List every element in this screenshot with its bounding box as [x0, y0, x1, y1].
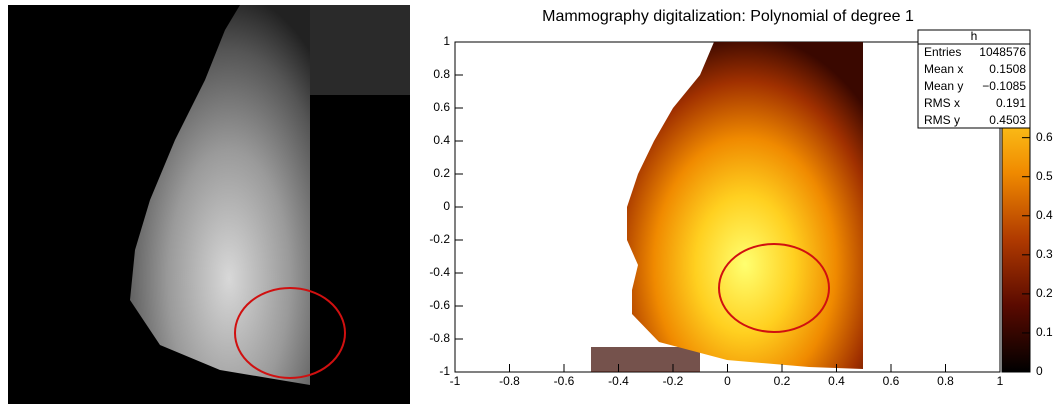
stats-label: Mean y [924, 79, 963, 93]
y-tick-label: -1 [439, 364, 450, 378]
z-tick-label: 0.5 [1036, 169, 1053, 183]
x-tick-label: 1 [997, 374, 1004, 388]
y-tick-label: 0.2 [433, 166, 450, 180]
y-tick-label: 0 [443, 199, 450, 213]
x-tick-label: 0.2 [774, 374, 791, 388]
z-tick-label: 0.6 [1036, 130, 1053, 144]
x-tick-label: 0.8 [937, 374, 954, 388]
stats-value: 0.1508 [989, 62, 1026, 76]
x-tick-label: -0.6 [554, 374, 575, 388]
screenshot: Mammography digitalization: Polynomial o… [0, 0, 1060, 408]
y-tick-label: -0.6 [429, 298, 450, 312]
stats-value: 1048576 [979, 45, 1026, 59]
image-edge [310, 5, 410, 95]
x-tick-label: -0.8 [499, 374, 520, 388]
x-tick-label: -1 [450, 374, 461, 388]
stats-label: Mean x [924, 62, 963, 76]
y-tick-label: 0.8 [433, 67, 450, 81]
stats-label: RMS x [924, 96, 960, 110]
x-tick-label: 0 [724, 374, 731, 388]
stats-title: h [971, 29, 978, 43]
z-tick-label: 0 [1036, 364, 1043, 378]
x-tick-label: 0.4 [828, 374, 845, 388]
noise [591, 347, 700, 372]
y-tick-label: -0.4 [429, 265, 450, 279]
y-tick-label: 1 [443, 34, 450, 48]
x-tick-label: -0.2 [663, 374, 684, 388]
z-tick-label: 0.2 [1036, 286, 1053, 300]
stats-label: Entries [924, 45, 961, 59]
stats-value: 0.191 [996, 96, 1026, 110]
y-tick-label: -0.2 [429, 232, 450, 246]
x-tick-label: 0.6 [883, 374, 900, 388]
y-tick-label: 0.4 [433, 133, 450, 147]
z-tick-label: 0.1 [1036, 325, 1053, 339]
chart-title: Mammography digitalization: Polynomial o… [542, 8, 914, 25]
stats-label: RMS y [924, 113, 960, 127]
x-tick-label: -0.4 [608, 374, 629, 388]
stats-value: −0.1085 [982, 79, 1026, 93]
z-tick-label: 0.3 [1036, 247, 1053, 261]
stats-box: h Entries 1048576 Mean x 0.1508 Mean y −0.108… [918, 29, 1030, 128]
z-tick-label: 0.4 [1036, 208, 1053, 222]
y-tick-label: -0.8 [429, 331, 450, 345]
stats-value: 0.4503 [989, 113, 1026, 127]
y-tick-label: 0.6 [433, 100, 450, 114]
